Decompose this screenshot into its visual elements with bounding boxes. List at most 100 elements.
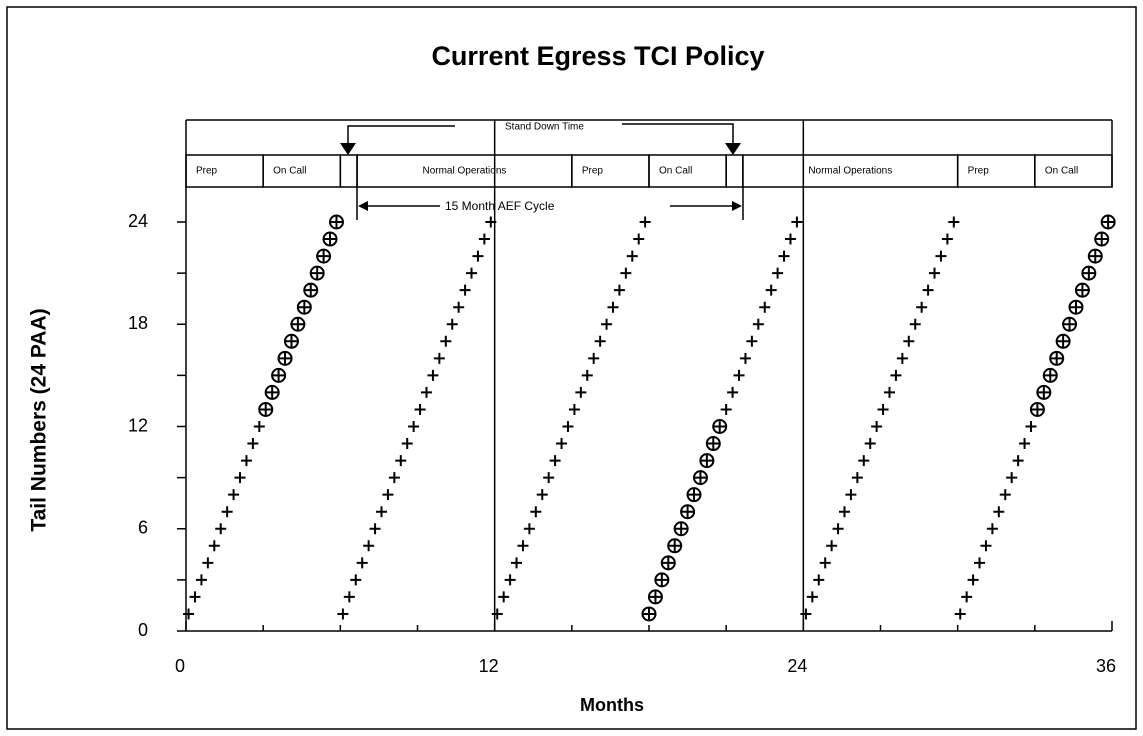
point (1012, 455, 1024, 467)
annotation: 15 Month AEF Cycle (445, 199, 555, 213)
x-tick-label: 12 (479, 656, 499, 676)
point (466, 267, 478, 279)
x-tick-label: 24 (787, 656, 807, 676)
point (929, 267, 941, 279)
point (491, 608, 503, 620)
point (1036, 384, 1052, 400)
point (877, 403, 889, 415)
point (401, 438, 413, 450)
phase-label: On Call (1045, 166, 1078, 177)
point (536, 489, 548, 501)
point (791, 216, 803, 228)
point (337, 608, 349, 620)
point (283, 333, 299, 349)
point (303, 282, 319, 298)
phase-label: Prep (968, 166, 990, 177)
point (890, 369, 902, 381)
point (543, 472, 555, 484)
point (858, 455, 870, 467)
point (258, 401, 274, 417)
point (1029, 401, 1045, 417)
point (813, 574, 825, 586)
phase-box (725, 154, 744, 188)
point (1055, 333, 1071, 349)
point (1074, 282, 1090, 298)
point (999, 489, 1011, 501)
point (739, 352, 751, 364)
point (980, 540, 992, 552)
point (421, 386, 433, 398)
point (472, 250, 484, 262)
point (909, 318, 921, 330)
x-tick-label: 0 (175, 656, 185, 676)
point (778, 250, 790, 262)
point (639, 216, 651, 228)
point (686, 487, 702, 503)
point (626, 250, 638, 262)
phase-box (1034, 154, 1113, 188)
phase-label: On Call (273, 166, 306, 177)
point (581, 369, 593, 381)
point (195, 574, 207, 586)
point (954, 608, 966, 620)
point (896, 352, 908, 364)
y-tick-label: 18 (128, 313, 148, 333)
point (290, 316, 306, 332)
point (922, 284, 934, 296)
point (705, 436, 721, 452)
point (826, 540, 838, 552)
point (228, 489, 240, 501)
phase-label: Prep (196, 166, 218, 177)
point (871, 421, 883, 432)
point (309, 265, 325, 281)
point (562, 421, 574, 432)
annotation-arrows (347, 123, 744, 220)
point (498, 591, 510, 603)
point (433, 352, 445, 364)
point (277, 350, 293, 366)
y-tick-label: 24 (128, 211, 148, 231)
point (221, 506, 233, 518)
point (620, 267, 632, 279)
point (375, 506, 387, 518)
point (1049, 350, 1065, 366)
point (296, 299, 312, 315)
point (408, 421, 420, 432)
point (845, 489, 857, 501)
annotation: Stand Down Time (505, 122, 584, 133)
point (746, 335, 758, 347)
point (234, 472, 246, 484)
point (986, 523, 998, 535)
point (800, 608, 812, 620)
point (1042, 367, 1058, 383)
point (271, 367, 287, 383)
phase-label: Normal Operations (808, 166, 892, 177)
point (356, 557, 368, 569)
point (967, 574, 979, 586)
point (1081, 265, 1097, 281)
point (215, 523, 227, 535)
point (601, 318, 613, 330)
y-tick-label: 12 (128, 415, 148, 435)
point (183, 608, 195, 620)
point (613, 284, 625, 296)
point (712, 419, 728, 434)
point (673, 521, 689, 537)
point (916, 301, 928, 313)
point (733, 369, 745, 381)
point (530, 506, 542, 518)
point (369, 523, 381, 535)
point (414, 403, 426, 415)
point (247, 438, 259, 450)
point (1100, 214, 1116, 230)
point (343, 591, 355, 603)
phase-label: Normal Operations (422, 166, 506, 177)
point (832, 523, 844, 535)
point (884, 386, 896, 398)
chart-title: Current Egress TCI Policy (431, 41, 764, 71)
point (478, 233, 490, 245)
point (1019, 438, 1031, 450)
point (264, 384, 280, 400)
point (549, 455, 561, 467)
point (1062, 316, 1078, 332)
